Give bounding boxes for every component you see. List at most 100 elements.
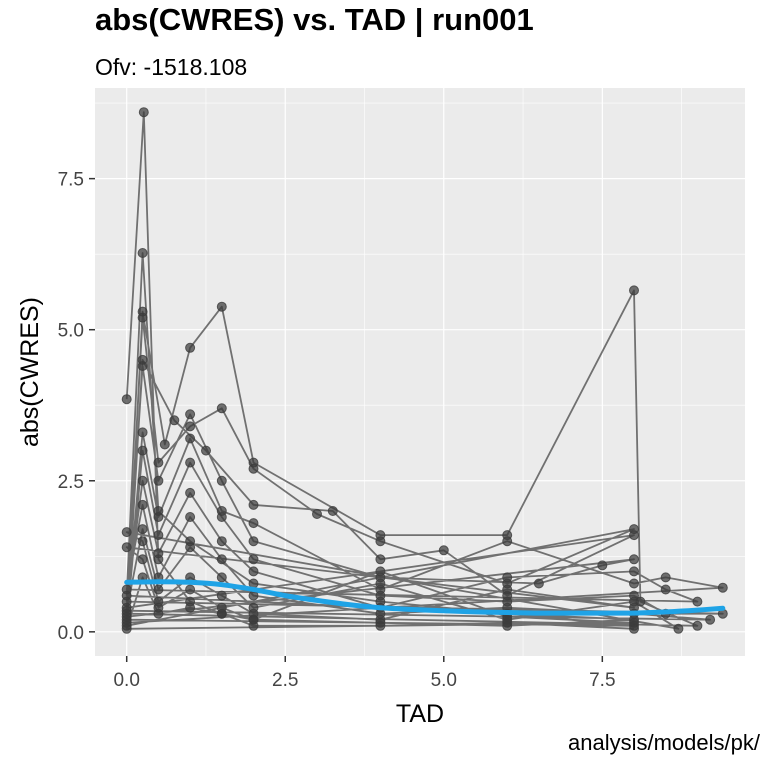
smooth-line (124, 579, 726, 616)
data-point (673, 623, 684, 634)
x-tick-label-1: 2.5 (272, 670, 298, 691)
data-point (660, 572, 671, 583)
data-point (629, 554, 639, 565)
data-point (375, 578, 386, 589)
data-point (185, 542, 196, 553)
data-point (137, 475, 148, 486)
data-point (121, 542, 132, 553)
data-point (629, 530, 639, 541)
data-point (216, 475, 227, 486)
data-point (375, 620, 386, 631)
y-tick-label-1: 2.5 (58, 472, 84, 493)
data-point (216, 554, 227, 565)
data-point (137, 361, 148, 371)
data-point (375, 590, 386, 601)
chart-caption: analysis/models/pk/ (568, 730, 760, 755)
data-point (185, 457, 196, 468)
y-tick-label-0: 0.0 (58, 623, 84, 644)
data-point (375, 554, 386, 565)
data-point (153, 548, 164, 559)
data-point (121, 584, 132, 595)
y-axis: 0.0 2.5 5.0 7.5 (58, 170, 95, 644)
data-point (185, 602, 196, 613)
data-point (248, 566, 259, 577)
data-point (705, 614, 716, 625)
x-tick-label-0: 0.0 (113, 670, 139, 691)
data-point (137, 524, 148, 535)
data-point (375, 566, 386, 577)
data-point (692, 620, 703, 631)
x-tick-label-3: 7.5 (589, 670, 615, 691)
data-point (138, 107, 149, 118)
data-point (216, 403, 227, 414)
data-point (629, 566, 639, 577)
data-point (185, 421, 196, 432)
data-point (153, 608, 164, 619)
data-point (216, 536, 227, 547)
data-point (159, 439, 170, 450)
data-point (629, 578, 639, 589)
data-point (121, 596, 132, 607)
data-point (185, 584, 196, 595)
data-point (248, 463, 259, 474)
data-point (185, 487, 196, 498)
chart-title: abs(CWRES) vs. TAD | run001 (95, 2, 534, 37)
data-point (185, 409, 196, 420)
data-point (502, 617, 513, 628)
data-point (629, 623, 639, 634)
data-point (629, 285, 639, 296)
data-point (137, 499, 148, 510)
data-point (248, 518, 259, 529)
data-point (137, 427, 148, 438)
data-point (201, 445, 211, 456)
data-point (248, 499, 259, 510)
data-point (153, 512, 164, 522)
data-point (597, 560, 608, 571)
data-point (121, 527, 132, 538)
data-point (216, 590, 227, 601)
data-point (312, 509, 322, 519)
data-point (717, 582, 728, 593)
data-point (153, 530, 164, 541)
x-axis-title: TAD (396, 700, 444, 728)
data-point (185, 342, 196, 353)
data-points (121, 107, 728, 634)
data-point (502, 584, 513, 595)
data-point (502, 572, 513, 583)
chart-subtitle: Ofv: -1518.108 (95, 54, 248, 80)
data-point (137, 554, 148, 565)
data-point (327, 506, 338, 516)
data-point (216, 572, 227, 583)
data-point (502, 536, 513, 547)
data-point (137, 536, 148, 547)
data-point (185, 433, 196, 444)
data-point (375, 536, 386, 547)
y-tick-label-3: 7.5 (58, 170, 84, 191)
data-point (121, 394, 132, 405)
data-point (216, 301, 227, 312)
data-point (185, 512, 196, 522)
data-point (216, 512, 227, 522)
data-point (121, 605, 132, 616)
data-point (248, 554, 259, 565)
data-point (533, 578, 544, 589)
data-point (248, 536, 259, 547)
data-point (153, 584, 164, 595)
data-point (137, 248, 148, 258)
x-axis: 0.0 2.5 5.0 7.5 (113, 656, 616, 691)
data-point (248, 620, 259, 631)
data-point (137, 312, 148, 323)
y-tick-label-2: 5.0 (58, 321, 84, 342)
data-point (692, 596, 703, 607)
x-tick-label-2: 5.0 (431, 670, 457, 691)
data-point (660, 584, 671, 595)
data-point (216, 608, 227, 619)
data-point (137, 445, 148, 456)
data-point (169, 415, 180, 426)
y-axis-title: abs(CWRES) (16, 297, 44, 447)
data-point (438, 545, 449, 556)
data-point (153, 475, 164, 486)
data-point (153, 457, 164, 468)
data-point (121, 623, 132, 634)
